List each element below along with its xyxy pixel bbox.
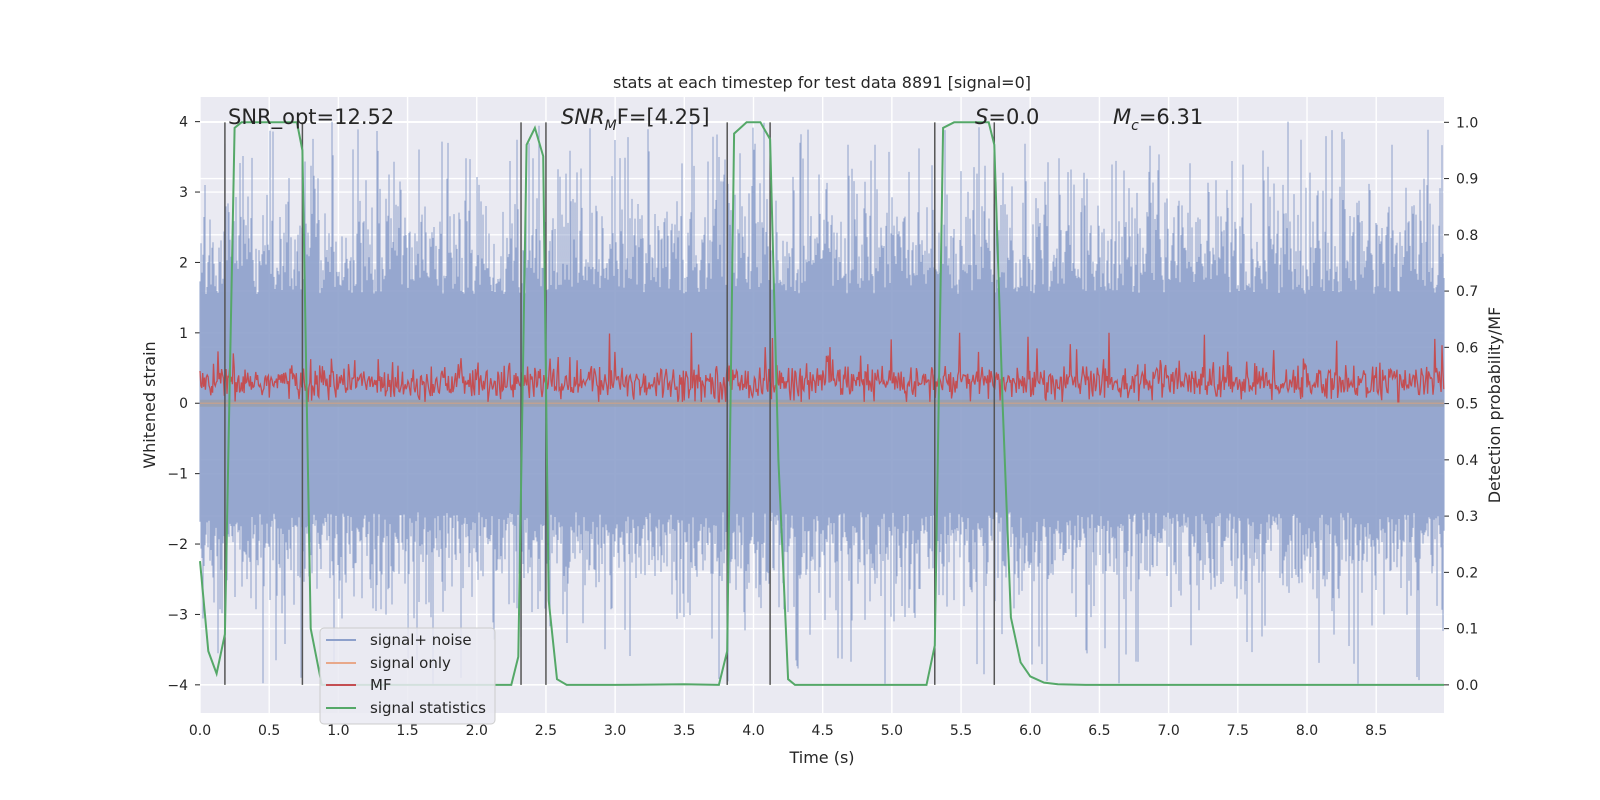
y2-tick-label: 0.7 <box>1456 284 1478 300</box>
y-tick-label: 0 <box>179 396 188 412</box>
zero-band <box>200 399 1444 407</box>
y2-tick-label: 1.0 <box>1456 115 1478 131</box>
y-tick-label: 2 <box>179 255 188 271</box>
legend-label-mf: MF <box>370 676 392 694</box>
annotation-mc-main: M <box>1113 105 1131 129</box>
legend-label-signal-only: signal only <box>370 654 451 672</box>
y2-tick-label: 0.1 <box>1456 622 1478 638</box>
x-tick-label: 2.0 <box>466 723 488 739</box>
y2-tick-label: 0.3 <box>1456 509 1478 525</box>
x-tick-label: 5.0 <box>881 723 903 739</box>
y-tick-label: −4 <box>167 678 188 694</box>
x-tick-label: 1.0 <box>327 723 349 739</box>
annotation-snr-mf-rest: F=[4.25] <box>617 105 710 129</box>
x-tick-label: 3.0 <box>604 723 626 739</box>
stats-layer <box>199 121 1444 686</box>
y2-tick-label: 0.9 <box>1456 172 1478 188</box>
annotation-snr-opt: SNR_opt=12.52 <box>228 105 394 130</box>
annotation-snr-mf-sub: M <box>605 118 617 134</box>
legend: signal+ noise signal only MF signal stat… <box>319 627 496 725</box>
annotation-s: S=0.0 <box>975 105 1039 129</box>
x-tick-label: 0.0 <box>189 723 211 739</box>
series-signal-statistics <box>199 121 1444 686</box>
series-layer <box>199 121 1445 684</box>
annotation-mc: Mc=6.31 <box>1113 105 1203 134</box>
y2-tick-label: 0.4 <box>1456 453 1478 469</box>
x-axis-label: Time (s) <box>788 748 854 767</box>
series-mf <box>199 332 1445 403</box>
annotation-s-rest: =0.0 <box>988 105 1039 129</box>
x-tick-label: 8.0 <box>1296 723 1318 739</box>
x-tick-label: 8.5 <box>1365 723 1387 739</box>
x-tick-label: 6.5 <box>1088 723 1110 739</box>
y-tick-label: 4 <box>179 115 188 131</box>
y-tick-labels: 4 3 2 1 0 −1 −2 −3 −4 <box>167 115 188 694</box>
y-tick-label: −2 <box>167 537 188 553</box>
annotation-snr-mf-main: SNR <box>561 105 605 129</box>
annotation-mc-sub: c <box>1131 118 1139 134</box>
legend-label-signal-noise: signal+ noise <box>370 631 472 649</box>
x-tick-label: 1.5 <box>396 723 418 739</box>
x-tick-labels: 0.0 0.5 1.0 1.5 2.0 2.5 3.0 3.5 4.0 4.5 5.0 5.5 6.0 6… <box>189 723 1387 739</box>
x-tick-label: 4.0 <box>742 723 764 739</box>
y-tick-label: 1 <box>179 326 188 342</box>
y-axis-label: Whitened strain <box>140 341 159 468</box>
x-tick-label: 4.5 <box>812 723 834 739</box>
y-tick-label: −3 <box>167 607 188 623</box>
legend-label-signal-statistics: signal statistics <box>370 699 486 717</box>
y2-tick-labels: 1.0 0.9 0.8 0.7 0.6 0.5 0.4 0.3 0.2 0.1 0.0 <box>1456 115 1478 694</box>
legend-frame <box>319 627 496 725</box>
x-tick-label: 2.5 <box>535 723 557 739</box>
y2-tick-label: 0.0 <box>1456 678 1478 694</box>
y2-axis-label: Detection probability/MF <box>1485 307 1504 504</box>
y2-tick-label: 0.5 <box>1456 397 1478 413</box>
y-tick-label: 3 <box>179 185 188 201</box>
x-tick-label: 7.0 <box>1157 723 1179 739</box>
x-tick-label: 6.0 <box>1019 723 1041 739</box>
x-tick-label: 7.5 <box>1227 723 1249 739</box>
y-tick-label: −1 <box>167 467 188 483</box>
y2-tick-label: 0.6 <box>1456 340 1478 356</box>
annotation-s-main: S <box>975 105 988 129</box>
y2-tick-label: 0.8 <box>1456 228 1478 244</box>
chart-title: stats at each timestep for test data 889… <box>613 73 1031 92</box>
annotation-snr-mf: SNRMF=[4.25] <box>561 105 710 134</box>
x-tick-label: 3.5 <box>673 723 695 739</box>
y2-tick-label: 0.2 <box>1456 565 1478 581</box>
x-tick-label: 5.5 <box>950 723 972 739</box>
x-tick-label: 0.5 <box>258 723 280 739</box>
annotation-mc-rest: =6.31 <box>1139 105 1203 129</box>
